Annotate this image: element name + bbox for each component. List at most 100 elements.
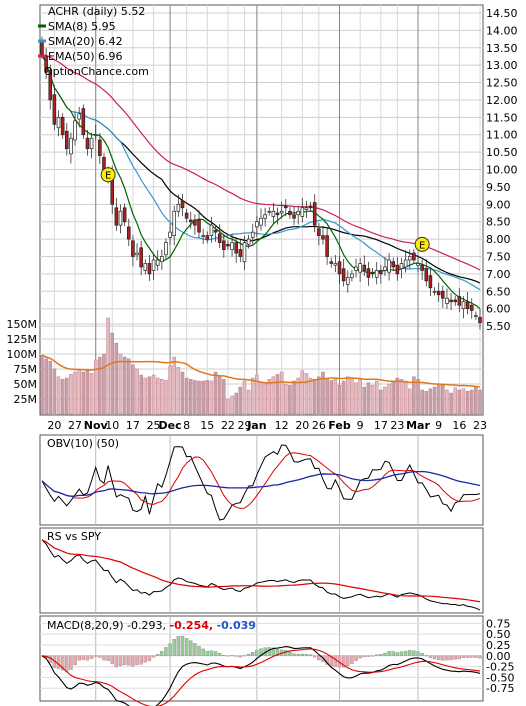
candle-body [474,315,478,317]
candle-body [445,297,449,304]
volume-bar [122,356,127,415]
macd-hist-bar [275,648,280,656]
macd-hist-bar [358,655,362,659]
volume-bar [172,356,176,415]
volume-bar [60,379,65,415]
macd-hist-bar [432,655,437,660]
macd-hist-bar [391,651,395,656]
candle-body [292,214,296,219]
macd-hist-bar [321,655,325,662]
candle-body [436,290,441,296]
candle-body [461,301,466,310]
macd-hist-bar [267,647,271,656]
candle-body [168,231,172,238]
volume-bar [65,377,69,415]
price-tick-label: 7.00 [486,268,511,281]
candle-body [126,226,131,240]
date-tick-label: 27 [68,419,82,432]
volume-bar [213,371,218,415]
volume-bar [395,377,400,415]
volume-bar [118,353,123,415]
rs-ma-line [41,539,481,603]
volume-bar [412,376,416,415]
candle-body [114,207,119,226]
macd-hist-bar [354,655,358,661]
candle-body [65,130,69,149]
macd-hist-bar [350,655,354,664]
volume-bar [366,382,371,415]
macd-hist-bar [255,649,259,656]
rs-panel [39,527,484,614]
volume-bar [147,376,152,415]
macd-hist-bar [395,652,400,656]
macd-hist-bar [453,655,457,660]
volume-bar [56,376,61,415]
macd-hist-bar [197,646,201,656]
volume-bar [85,370,90,415]
candle-body [201,235,205,237]
volume-bar [465,391,470,415]
macd-tick-label: -0.50 [486,671,514,684]
candle-body [151,259,156,271]
price-tick-label: 14.50 [486,7,518,20]
candle-body [263,214,267,219]
macd-hist-bar [89,655,94,659]
earnings-marker-label: E [105,171,111,182]
macd-hist-bar [436,655,441,660]
date-tick-label: Feb [328,419,351,432]
volume-bar [333,379,338,415]
price-tick-label: 10.00 [486,164,518,177]
candle-body [424,268,429,282]
volume-bar [321,371,325,415]
date-tick-label: 20 [295,419,309,432]
candle-body [304,207,309,210]
candle-body [85,137,90,149]
candle-body [118,210,123,226]
date-tick-label: 22 [221,419,235,432]
candle-body [457,296,462,306]
obv-label: OBV(10) (50) [47,437,119,450]
candle-body [188,219,193,223]
candle-body [56,116,61,129]
volume-tick-label: 50M [14,378,38,391]
volume-bar [102,353,106,415]
date-tick-label: 9 [435,419,442,432]
volume-bar [325,377,329,415]
indicator-lines [40,444,482,706]
volume-bar [259,382,263,415]
volume-bar [387,383,391,415]
macd-hist-bar [424,655,428,657]
macd-signal-value: -0.254, [170,619,214,632]
candle-body [395,264,400,275]
volume-bar [263,383,267,415]
volume-bar [271,376,276,415]
macd-tick-label: 0.75 [486,617,511,630]
macd-hist-bar [428,655,433,658]
date-tick-label: 29 [237,419,251,432]
candle-body [465,301,470,310]
candle-body [341,268,346,282]
volume-bar [358,379,362,415]
candle-body [300,207,305,217]
volume-bar [127,358,131,415]
candle-body [73,120,77,141]
macd-hist-bar [184,638,189,656]
macd-hist-bar [304,654,309,656]
volume-bar [193,380,197,415]
volume-bar [304,373,309,415]
macd-hist-bar [375,654,379,656]
candle-body [275,212,280,216]
candle-body [246,238,251,245]
date-tick-label: 10 [105,419,119,432]
volume-bar [168,365,172,415]
volume-bar [279,371,284,415]
sma20-line [41,54,481,291]
price-tick-label: 13.50 [486,42,518,55]
macd-hist-bar [160,651,164,656]
macd-hist-bar [69,655,73,670]
volume-bar [296,377,300,415]
volume-bar [189,379,193,415]
candle-body [155,259,160,266]
earnings-marker-label: E [419,240,425,251]
volume-bar [420,389,424,415]
